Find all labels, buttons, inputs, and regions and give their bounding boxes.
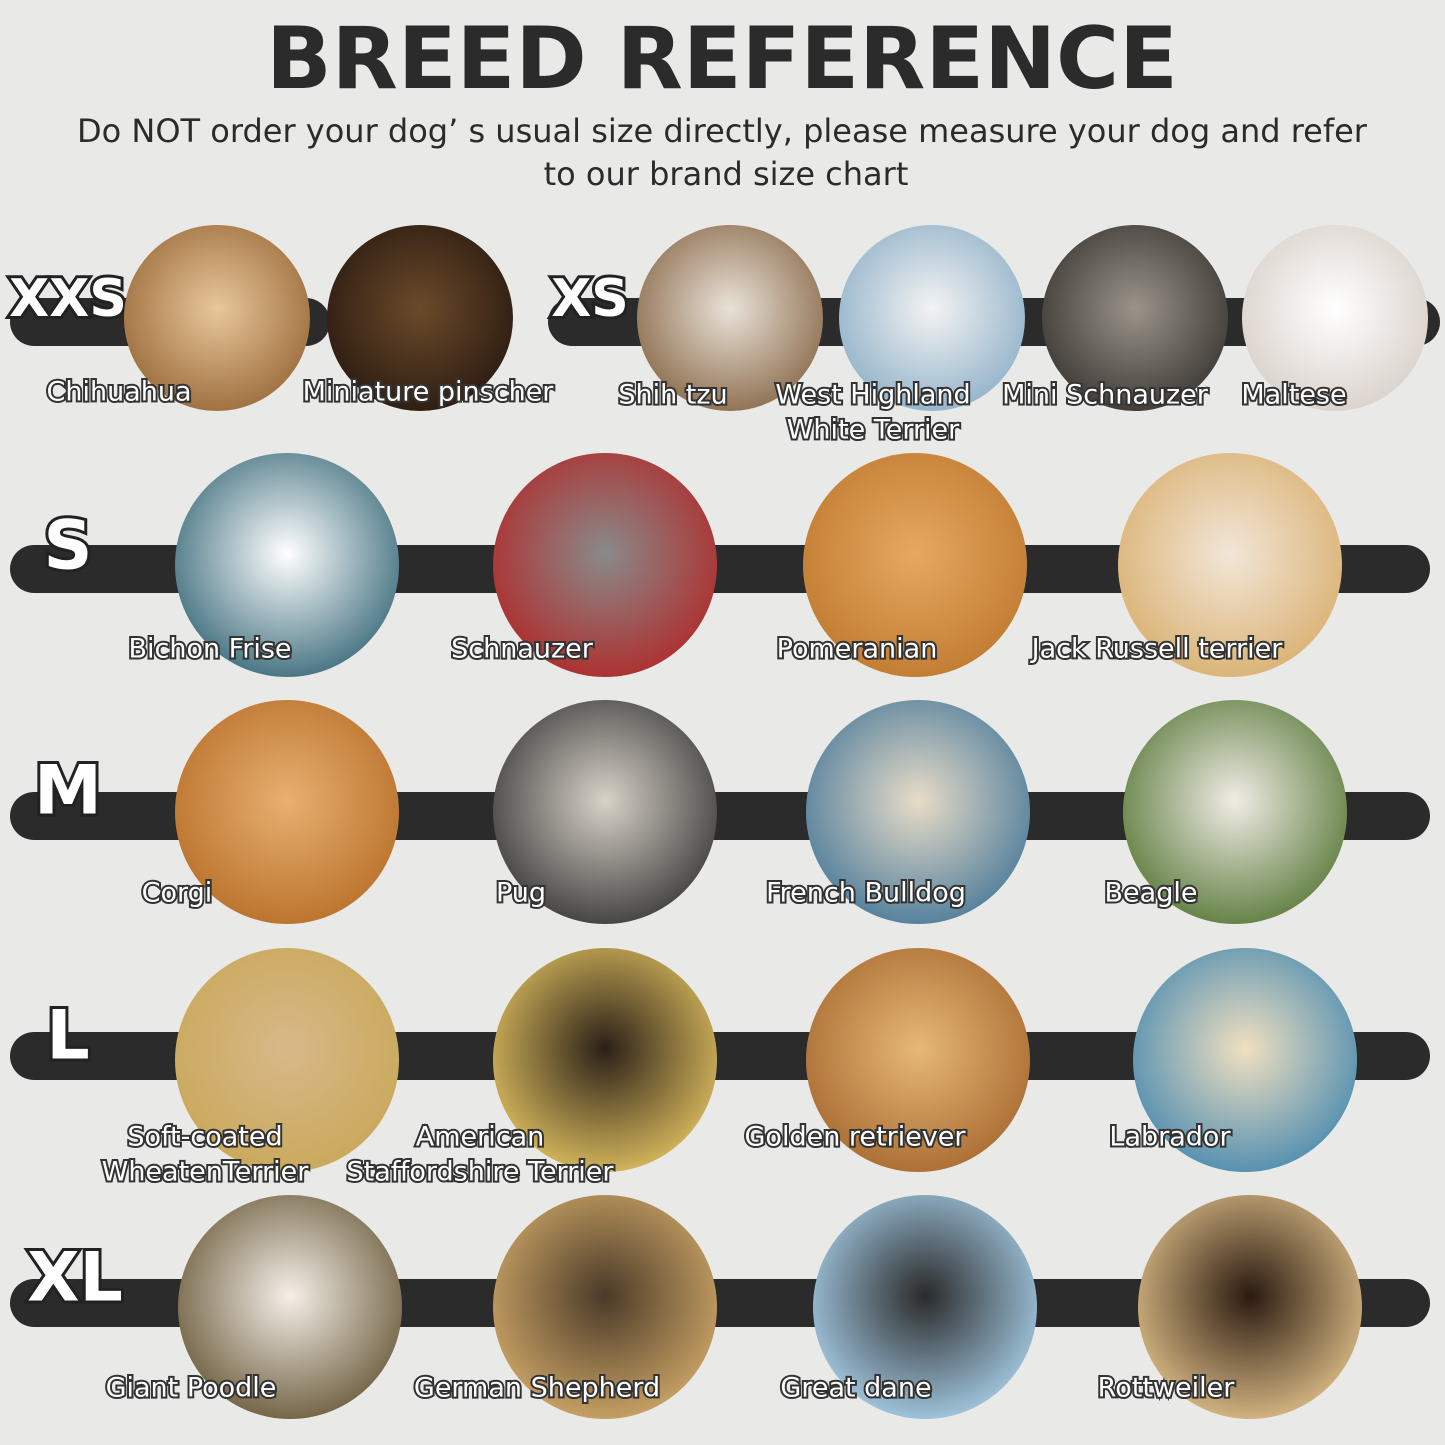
breed-label: Rottweiler bbox=[1098, 1373, 1236, 1404]
breed-label: American bbox=[416, 1122, 545, 1153]
size-label: M bbox=[34, 752, 102, 831]
size-label: L bbox=[46, 997, 89, 1076]
breed-photo bbox=[493, 700, 717, 924]
breed-photo bbox=[493, 948, 717, 1172]
breed-label: Beagle bbox=[1105, 878, 1198, 909]
breed-label: Giant Poodle bbox=[106, 1373, 277, 1404]
breed-photo bbox=[178, 1195, 402, 1419]
breed-photo bbox=[813, 1195, 1037, 1419]
breed-label: WheatenTerrier bbox=[102, 1157, 310, 1188]
breed-label: Pomeranian bbox=[777, 634, 938, 665]
size-label: S bbox=[44, 507, 93, 586]
breed-photo bbox=[493, 453, 717, 677]
breed-label: Shih tzu bbox=[618, 380, 727, 411]
breed-photo bbox=[175, 700, 399, 924]
breed-photo bbox=[1123, 700, 1347, 924]
breed-photo bbox=[175, 453, 399, 677]
title: BREED REFERENCE bbox=[266, 9, 1178, 109]
breed-label: Mini Schnauzer bbox=[1002, 380, 1209, 411]
breed-label: White Terrier bbox=[787, 415, 960, 446]
breed-label: Bichon Frise bbox=[128, 634, 291, 665]
breed-label: Staffordshire Terrier bbox=[347, 1157, 615, 1188]
breed-photo bbox=[1042, 225, 1228, 411]
breed-photo bbox=[839, 225, 1025, 411]
breed-photo bbox=[806, 700, 1030, 924]
breed-label: Labrador bbox=[1109, 1122, 1231, 1153]
breed-label: Soft-coated bbox=[127, 1122, 282, 1153]
breed-photo bbox=[803, 453, 1027, 677]
breed-label: Miniature pinscher bbox=[303, 377, 555, 408]
breed-label: French Bulldog bbox=[766, 878, 966, 909]
size-label: XS bbox=[551, 269, 629, 329]
breed-label: Pug bbox=[496, 878, 546, 909]
breed-photo bbox=[327, 225, 513, 411]
breed-label: Chihuahua bbox=[46, 377, 191, 408]
breed-label: Maltese bbox=[1241, 380, 1346, 411]
breed-label: Corgi bbox=[142, 878, 213, 909]
breed-photo bbox=[1118, 453, 1342, 677]
breed-photo bbox=[175, 948, 399, 1172]
breed-label: German Shepherd bbox=[414, 1373, 660, 1404]
breed-photo bbox=[124, 225, 310, 411]
size-label: XXS bbox=[9, 269, 127, 329]
subtitle-line: to our brand size chart bbox=[544, 155, 909, 193]
breed-photo bbox=[1133, 948, 1357, 1172]
breed-photo bbox=[637, 225, 823, 411]
breed-label: Jack Russell terrier bbox=[1030, 634, 1284, 665]
size-label: XL bbox=[27, 1239, 123, 1318]
breed-photo bbox=[806, 948, 1030, 1172]
breed-photo bbox=[493, 1195, 717, 1419]
breed-label: Golden retriever bbox=[745, 1122, 967, 1153]
breed-label: Schnauzer bbox=[451, 634, 594, 665]
breed-label: Great dane bbox=[780, 1373, 931, 1404]
breed-photo bbox=[1242, 225, 1428, 411]
breed-label: West Highland bbox=[775, 380, 970, 411]
subtitle-line: Do NOT order your dog’ s usual size dire… bbox=[77, 112, 1368, 150]
breed-photo bbox=[1138, 1195, 1362, 1419]
